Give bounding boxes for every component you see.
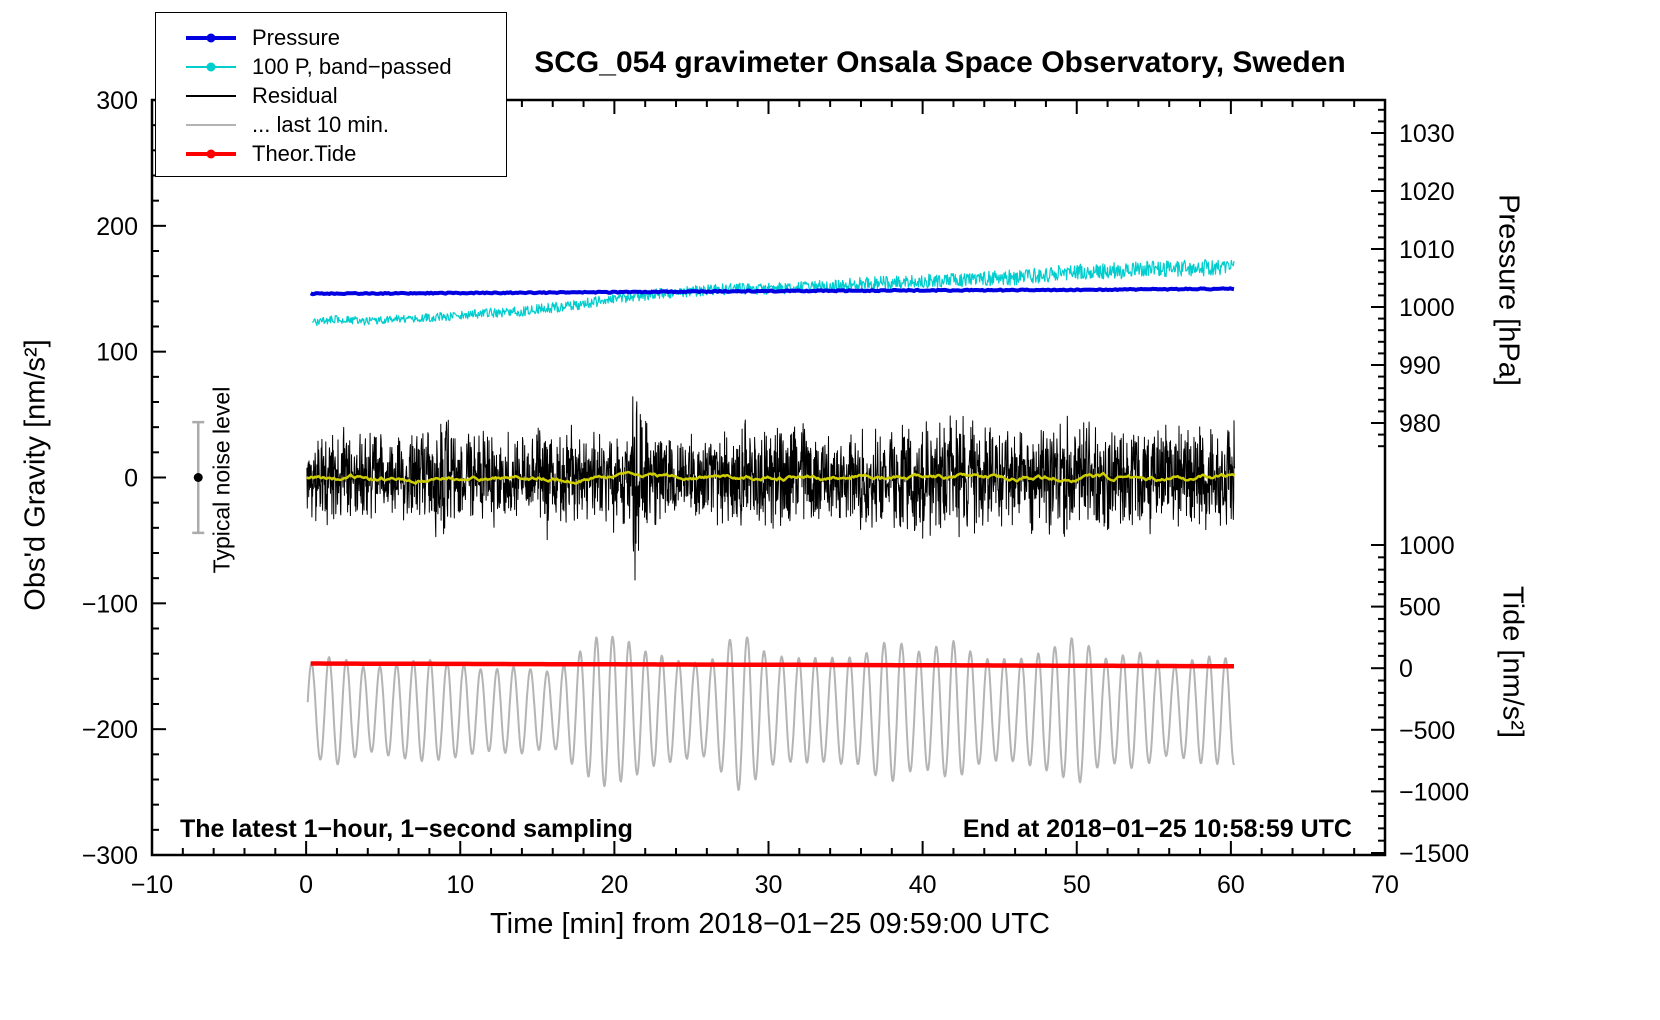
gravity-tick-label: −200	[82, 716, 138, 744]
chart-title: SCG_054 gravimeter Onsala Space Observat…	[534, 46, 1346, 79]
gravity-tick-label: 200	[96, 213, 138, 241]
y-axis-label-gravity: Obs'd Gravity [nm/s²]	[19, 339, 52, 611]
x-tick-label: 30	[755, 871, 783, 899]
gravity-tick-label: 100	[96, 339, 138, 367]
legend-item-residual: Residual	[186, 81, 506, 110]
legend-item-band-passed: 100 P, band−passed	[186, 52, 506, 81]
pressure-tick-label: 980	[1399, 410, 1441, 438]
annotation-sampling-info: The latest 1−hour, 1−second sampling	[180, 815, 633, 843]
tide-tick-label: −1000	[1399, 778, 1469, 806]
legend: Pressure 100 P, band−passed Residual ...…	[155, 12, 507, 177]
x-tick-label: 10	[446, 871, 474, 899]
gravity-tick-label: −300	[82, 842, 138, 870]
series-band_passed	[311, 259, 1235, 327]
series-last10	[306, 635, 1235, 791]
gravity-tick-label: 0	[124, 465, 138, 493]
tide-tick-label: 1000	[1399, 532, 1455, 560]
x-tick-label: 60	[1217, 871, 1245, 899]
tide-tick-label: −1500	[1399, 840, 1469, 868]
legend-item-pressure: Pressure	[186, 23, 506, 52]
x-axis-label: Time [min] from 2018−01−25 09:59:00 UTC	[490, 908, 1050, 940]
y-axis-label-pressure: Pressure [hPa]	[1492, 194, 1525, 386]
data-series	[306, 259, 1236, 791]
pressure-tick-label: 1030	[1399, 120, 1455, 148]
y-axis-label-tide: Tide [nm/s²]	[1496, 585, 1529, 739]
x-tick-label: 0	[299, 871, 313, 899]
x-tick-label: 70	[1371, 871, 1399, 899]
theor-tide-line-swatch	[186, 147, 236, 161]
pressure-tick-label: 990	[1399, 352, 1441, 380]
legend-item-last10: ... last 10 min.	[186, 110, 506, 139]
x-tick-label: 20	[600, 871, 628, 899]
axis-tick-labels: −10 0 10 20 30 40 50 60 70−300−200−1000100200300…	[82, 87, 1470, 899]
tide-tick-label: −500	[1399, 717, 1455, 745]
series-residual_mean	[306, 470, 1236, 485]
x-tick-label: 40	[909, 871, 937, 899]
tide-tick-label: 500	[1399, 594, 1441, 622]
pressure-tick-label: 1010	[1399, 236, 1455, 264]
pressure-line-swatch	[186, 31, 236, 45]
tide-tick-label: 0	[1399, 655, 1413, 683]
noise-level-marker	[192, 420, 205, 535]
legend-label: Theor.Tide	[252, 140, 357, 166]
band-passed-line-swatch	[186, 60, 236, 74]
plot-frame	[150, 98, 1387, 857]
residual-line-swatch	[186, 89, 236, 103]
gravity-tick-label: −100	[82, 590, 138, 618]
gravity-tick-label: 300	[96, 87, 138, 115]
pressure-tick-label: 1000	[1399, 294, 1455, 322]
legend-label: Pressure	[252, 24, 341, 50]
legend-label: 100 P, band−passed	[252, 53, 452, 79]
annotation-end-time: End at 2018−01−25 10:58:59 UTC	[962, 815, 1352, 843]
series-residual	[306, 396, 1236, 581]
series-pressure	[309, 286, 1235, 297]
series-theor_tide	[310, 661, 1234, 669]
pressure-tick-label: 1020	[1399, 178, 1455, 206]
noise-level-label: Typical noise level	[208, 386, 235, 574]
legend-item-theor-tide: Theor.Tide	[186, 139, 506, 168]
x-tick-label: −10	[131, 871, 173, 899]
last10-line-swatch	[186, 118, 236, 132]
legend-label: ... last 10 min.	[252, 111, 389, 137]
legend-label: Residual	[252, 82, 338, 108]
x-tick-label: 50	[1063, 871, 1091, 899]
